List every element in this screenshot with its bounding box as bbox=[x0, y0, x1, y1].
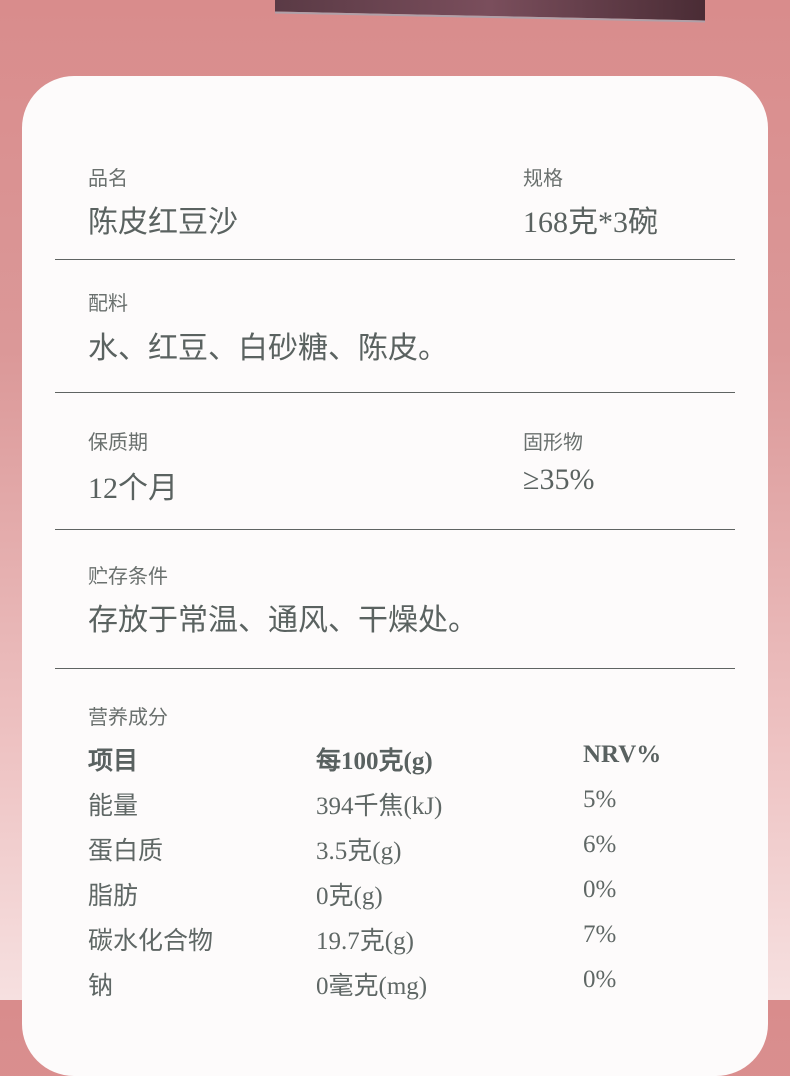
storage-label: 贮存条件 bbox=[88, 564, 168, 588]
shelf-life-label: 保质期 bbox=[88, 430, 148, 454]
spec-label: 规格 bbox=[523, 166, 563, 190]
row-carbs-nrv: 7% bbox=[583, 921, 617, 948]
row-protein-amount: 3.5克(g) bbox=[316, 838, 402, 865]
row-fat-nrv: 0% bbox=[583, 876, 617, 903]
row-sodium-name: 钠 bbox=[88, 973, 114, 1000]
divider bbox=[55, 529, 735, 530]
ingredients-value: 水、红豆、白砂糖、陈皮。 bbox=[88, 332, 448, 365]
row-energy-nrv: 5% bbox=[583, 786, 617, 813]
nutrition-label: 营养成分 bbox=[88, 705, 168, 729]
solids-value: ≥35% bbox=[523, 463, 595, 496]
row-fat-amount: 0克(g) bbox=[316, 883, 383, 910]
info-card bbox=[22, 76, 768, 1076]
row-sodium-amount: 0毫克(mg) bbox=[316, 973, 428, 1000]
row-fat-name: 脂肪 bbox=[88, 883, 139, 910]
divider bbox=[55, 259, 735, 260]
header-item: 项目 bbox=[88, 748, 139, 775]
spec-value: 168克*3碗 bbox=[523, 206, 658, 239]
solids-label: 固形物 bbox=[523, 430, 583, 454]
divider bbox=[55, 392, 735, 393]
name-value: 陈皮红豆沙 bbox=[88, 206, 238, 239]
product-package-image bbox=[275, 0, 705, 23]
row-carbs-amount: 19.7克(g) bbox=[316, 928, 414, 955]
header-nrv: NRV% bbox=[583, 741, 662, 768]
ingredients-label: 配料 bbox=[88, 291, 128, 315]
row-carbs-name: 碳水化合物 bbox=[88, 928, 214, 955]
row-protein-nrv: 6% bbox=[583, 831, 617, 858]
row-energy-amount: 394千焦(kJ) bbox=[316, 793, 443, 820]
shelf-life-value: 12个月 bbox=[88, 472, 178, 505]
row-energy-name: 能量 bbox=[88, 793, 139, 820]
divider bbox=[55, 668, 735, 669]
row-sodium-nrv: 0% bbox=[583, 966, 617, 993]
row-protein-name: 蛋白质 bbox=[88, 838, 164, 865]
storage-value: 存放于常温、通风、干燥处。 bbox=[88, 604, 478, 637]
name-label: 品名 bbox=[88, 166, 128, 190]
header-per-100g: 每100克(g) bbox=[316, 748, 433, 775]
